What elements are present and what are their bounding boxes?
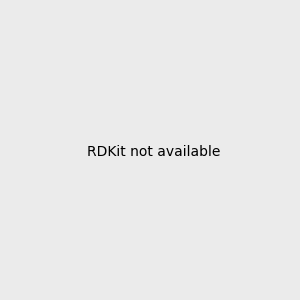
Text: RDKit not available: RDKit not available — [87, 145, 220, 158]
